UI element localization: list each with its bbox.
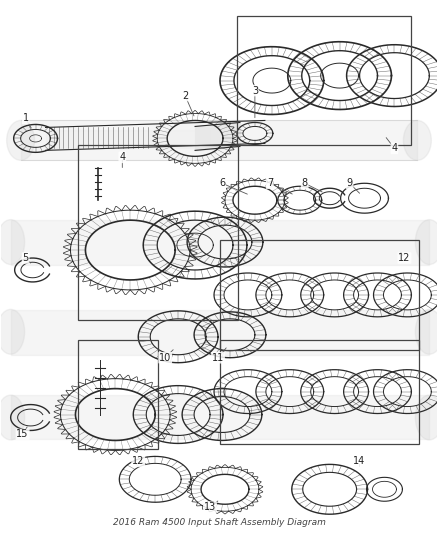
Text: 5: 5 bbox=[22, 253, 29, 263]
Bar bbox=[237, 16, 411, 146]
Ellipse shape bbox=[403, 120, 431, 160]
Text: 12: 12 bbox=[132, 456, 145, 466]
Ellipse shape bbox=[415, 309, 438, 354]
Text: 6: 6 bbox=[219, 178, 225, 188]
Ellipse shape bbox=[0, 309, 25, 354]
Text: 3: 3 bbox=[252, 86, 258, 95]
Ellipse shape bbox=[0, 220, 25, 264]
Text: 4: 4 bbox=[119, 152, 125, 163]
Text: 7: 7 bbox=[267, 178, 273, 188]
Text: 8: 8 bbox=[302, 178, 308, 188]
Text: 2016 Ram 4500 Input Shaft Assembly Diagram: 2016 Ram 4500 Input Shaft Assembly Diagr… bbox=[113, 518, 325, 527]
Ellipse shape bbox=[0, 395, 25, 440]
Text: 12: 12 bbox=[398, 253, 410, 263]
Ellipse shape bbox=[415, 220, 438, 264]
Text: 1: 1 bbox=[22, 114, 28, 124]
Text: 15: 15 bbox=[17, 430, 29, 440]
Text: 14: 14 bbox=[353, 456, 366, 466]
Bar bbox=[220, 340, 419, 445]
Text: 2: 2 bbox=[182, 91, 188, 101]
Bar bbox=[78, 340, 158, 449]
Ellipse shape bbox=[415, 395, 438, 440]
Text: 9: 9 bbox=[346, 178, 353, 188]
Text: 4: 4 bbox=[392, 143, 398, 154]
Text: 10: 10 bbox=[159, 353, 171, 363]
Bar bbox=[220, 240, 419, 350]
Ellipse shape bbox=[7, 120, 35, 160]
Text: 13: 13 bbox=[204, 502, 216, 512]
Bar bbox=[78, 146, 238, 320]
Text: 11: 11 bbox=[212, 353, 224, 363]
